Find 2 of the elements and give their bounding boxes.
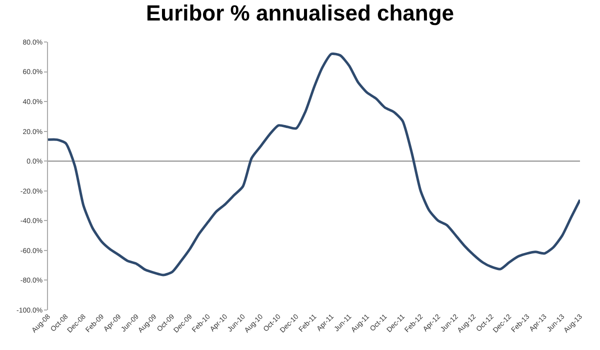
chart-title: Euribor % annualised change (146, 0, 454, 26)
line-series (48, 52, 580, 276)
